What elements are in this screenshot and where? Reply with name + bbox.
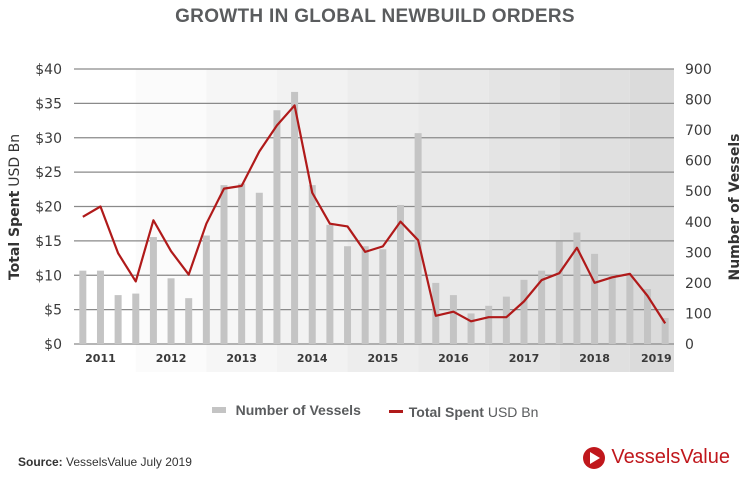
x-tick-label: 2013 bbox=[226, 352, 257, 365]
vessel-bar bbox=[79, 270, 87, 344]
left-tick-label: $30 bbox=[35, 131, 62, 147]
vessel-bar bbox=[344, 246, 352, 344]
right-axis-label: Number of Vessels bbox=[727, 133, 743, 280]
right-tick-label: 300 bbox=[685, 245, 712, 261]
legend-spent-label-bold: Total Spent bbox=[408, 403, 484, 420]
vessel-bar bbox=[202, 235, 210, 344]
right-tick-label: 200 bbox=[685, 276, 712, 292]
x-tick-label: 2016 bbox=[438, 352, 469, 365]
x-tick-label: 2011 bbox=[85, 352, 116, 365]
vessel-bar bbox=[626, 275, 634, 344]
left-tick-label: $15 bbox=[35, 234, 62, 250]
chart: $0 $5 $10 $15 $20 $25 $30 $35 $40 0 100 200 300 400 5… bbox=[7, 62, 743, 372]
vessel-bar bbox=[520, 279, 528, 344]
x-tick-label: 2019 bbox=[641, 352, 672, 365]
year-bands bbox=[74, 69, 674, 372]
vessel-bar bbox=[555, 241, 563, 344]
source-note: Source: VesselsValue July 2019 bbox=[18, 455, 192, 469]
vessel-bar bbox=[185, 298, 193, 344]
vessel-bar bbox=[96, 270, 104, 344]
logo-text: VesselsValue bbox=[611, 446, 730, 468]
x-axis-ticks: 2011 2012 2013 2014 2015 2016 2017 2018 2019 bbox=[85, 352, 672, 365]
legend-item-vessels[interactable]: Number of Vessels bbox=[211, 402, 361, 418]
left-axis-label: Total SpentUSD Bn bbox=[7, 134, 23, 280]
vessel-bar bbox=[379, 249, 387, 344]
left-tick-label: $10 bbox=[35, 268, 62, 284]
vessel-bar bbox=[502, 296, 510, 344]
line-swatch-icon bbox=[388, 410, 403, 413]
left-tick-label: $20 bbox=[35, 200, 62, 216]
source-label: Source: bbox=[18, 455, 63, 469]
x-tick-label: 2012 bbox=[156, 352, 187, 365]
vessel-bar bbox=[661, 318, 669, 344]
right-tick-label: 900 bbox=[685, 62, 712, 78]
total-spent-line bbox=[82, 104, 667, 324]
vessel-bar bbox=[132, 293, 140, 344]
right-tick-label: 0 bbox=[685, 337, 694, 353]
vessel-bar bbox=[467, 313, 475, 344]
vessel-bar bbox=[538, 270, 546, 344]
left-tick-label: $35 bbox=[35, 96, 62, 112]
source-text: VesselsValue July 2019 bbox=[66, 455, 192, 469]
left-tick-label: $25 bbox=[35, 165, 62, 181]
vessel-bar bbox=[291, 91, 299, 345]
right-tick-label: 800 bbox=[685, 93, 712, 109]
vessel-bar bbox=[149, 237, 157, 344]
right-tick-label: 400 bbox=[685, 215, 712, 231]
vessel-bar bbox=[608, 275, 616, 344]
right-tick-label: 700 bbox=[685, 123, 712, 139]
vessel-bar bbox=[449, 295, 457, 344]
x-tick-label: 2017 bbox=[509, 352, 540, 365]
vessel-bar bbox=[361, 246, 369, 344]
vessel-bar bbox=[326, 224, 334, 344]
vessel-bar bbox=[114, 295, 122, 344]
left-axis-ticks: $0 $5 $10 $15 $20 $25 $30 $35 $40 bbox=[35, 62, 62, 353]
x-tick-label: 2018 bbox=[579, 352, 610, 365]
left-tick-label: $5 bbox=[44, 303, 62, 319]
x-tick-label: 2014 bbox=[297, 352, 328, 365]
left-tick-label: $0 bbox=[44, 337, 62, 353]
vessel-bar bbox=[255, 192, 263, 344]
brand-logo[interactable]: VesselsValue bbox=[583, 446, 730, 469]
x-tick-label: 2015 bbox=[368, 352, 399, 365]
right-axis-ticks: 0 100 200 300 400 500 600 700 800 900 bbox=[685, 62, 712, 353]
left-tick-label: $40 bbox=[35, 62, 62, 78]
vesselsvalue-logo-icon bbox=[583, 446, 606, 469]
right-tick-label: 100 bbox=[685, 306, 712, 322]
vessel-bar bbox=[485, 305, 493, 344]
vessel-bar bbox=[167, 278, 175, 344]
vessel-bar bbox=[273, 110, 281, 344]
bar-swatch-icon bbox=[211, 407, 226, 413]
line-series bbox=[82, 104, 667, 324]
bar-series bbox=[79, 91, 669, 345]
vessel-bar bbox=[308, 185, 316, 344]
legend: Number of Vessels Total Spent USD Bn bbox=[0, 400, 750, 420]
vessel-bar bbox=[238, 183, 246, 344]
chart-title: GROWTH IN GLOBAL NEWBUILD ORDERS bbox=[175, 6, 575, 27]
legend-vessels-label: Number of Vessels bbox=[235, 402, 361, 418]
legend-spent-label-unit: USD Bn bbox=[487, 403, 539, 420]
legend-item-spent[interactable]: Total Spent USD Bn bbox=[388, 403, 539, 420]
vessel-bar bbox=[220, 185, 228, 344]
vessel-bar bbox=[573, 232, 581, 344]
right-tick-label: 500 bbox=[685, 184, 712, 200]
right-tick-label: 600 bbox=[685, 154, 712, 170]
vessel-bar bbox=[591, 253, 599, 344]
vessel-bar bbox=[414, 133, 422, 344]
vessel-bar bbox=[396, 204, 404, 344]
vessel-bar bbox=[644, 289, 652, 344]
